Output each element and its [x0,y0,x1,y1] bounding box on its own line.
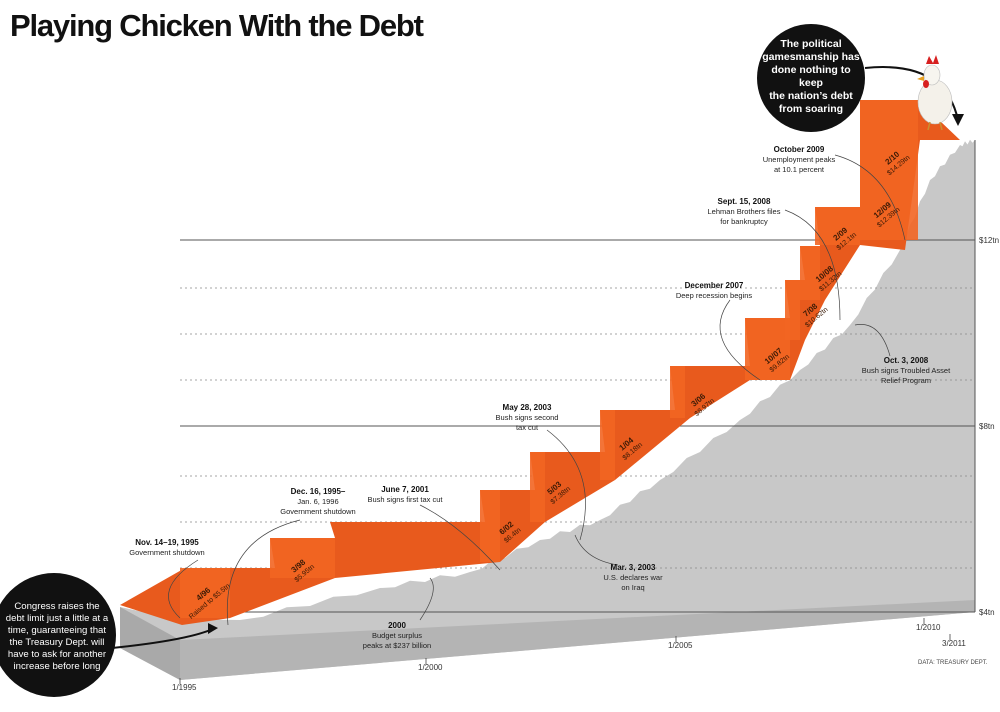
left-callout-line: time, guaranteeing that [7,625,107,636]
top-callout-line: from soaring [778,103,844,115]
annotation-leader [546,429,586,541]
chicken-leg [927,121,931,131]
y-tick-label: $4tn [979,608,995,617]
top-callout-text: The political gamesmanship has done nothin… [759,38,863,116]
step-riser [860,100,918,240]
annotation-line: Government shutdown [129,548,204,557]
top-callout-line: done nothing to keep [771,64,851,89]
step-riser [815,207,860,245]
annotation-head: Sept. 15, 2008 [718,197,771,206]
annotation-line: tax cut [516,423,539,432]
annotation-line: Budget surplus [372,631,422,640]
step-riser [670,366,685,418]
left-callout-line: debt limit just a little at a [5,613,109,624]
annotation-leader [168,559,199,619]
chicken-wattle [923,80,929,88]
annotation-line: Bush signs Troubled Asset [862,366,951,375]
chicken-leg [939,121,943,131]
annotation-head: May 28, 2003 [503,403,552,412]
annotation-line: peaks at $237 billion [363,641,431,650]
arrowhead [952,114,964,126]
annotation-line: Jan. 6, 1996 [297,497,338,506]
left-callout-text: Congress raises the debt limit just a lit… [2,601,112,673]
annotation-head: Oct. 3, 2008 [884,356,929,365]
grid-lines [180,140,976,613]
annotation-head: December 2007 [685,281,744,290]
axis-ticks: $4tn $8tn $12tn 1/1995 1/2000 1/2005 1/20103/2… [172,236,999,692]
left-callout-line: Congress raises the [14,601,100,612]
left-callout-line: have to ask for another [7,649,107,660]
top-callout-line: The political [780,38,842,50]
annotation-line: Unemployment peaks [763,155,836,164]
annotation-line: Government shutdown [280,507,355,516]
annotation-leader [226,519,301,626]
chicken-body [917,79,953,125]
left-callout-bubble: Congress raises the debt limit just a lit… [0,573,116,697]
step-riser [480,490,500,562]
annotation-line: for bankruptcy [720,217,768,226]
arrowhead [208,623,218,634]
annotation-line: on Iraq [621,583,644,592]
annotation-leader [854,324,891,357]
chicken-icon [917,55,953,131]
annotation-head: June 7, 2001 [381,485,429,494]
annotation-line: U.S. declares war [603,573,663,582]
annotation-head: October 2009 [774,145,825,154]
annotation-head: 2000 [388,621,406,630]
annotation-line: at 10.1 percent [774,165,825,174]
annotation-leader [784,209,841,321]
annotation-head: Dec. 16, 1995– [291,487,346,496]
chicken-comb [926,55,939,64]
top-callout-line: gamesmanship has [762,51,860,63]
annotation-line: Bush signs first tax cut [367,495,443,504]
x-tick-label: 1/2000 [418,663,443,672]
annotation-line: Bush signs second [496,413,559,422]
annotation-line: Lehman Brothers files [708,207,781,216]
annotation-head: Mar. 3, 2003 [611,563,656,572]
step-riser [600,410,615,480]
annotation-head: Nov. 14–19, 1995 [135,538,199,547]
annotation-leader [834,154,906,241]
x-tick-label: 1/2010 [916,623,941,632]
step-riser [800,246,820,300]
annotation-line: Relief Program [881,376,931,385]
left-callout-line: increase before long [13,661,101,672]
x-tick-label: 1/2005 [668,641,693,650]
x-tick-label: 1/1995 [172,683,197,692]
y-tick-label: $12tn [979,236,999,245]
annotation-leader [574,534,619,566]
step-riser [745,318,790,380]
annotation-leader [419,577,434,621]
source-note: DATA: TREASURY DEPT. [918,660,988,666]
x-tick-label: 3/2011 [942,639,966,648]
step-riser [270,538,335,578]
chicken-head [923,64,941,86]
y-tick-label: $8tn [979,422,995,431]
step-riser [530,452,545,522]
step-riser [180,568,230,618]
chart-title: Playing Chicken With the Debt [10,8,424,43]
annotation-leader [719,299,761,381]
top-callout-line: the nation’s debt [769,90,853,102]
annotation-leader [419,504,501,571]
top-callout-bubble: The political gamesmanship has done nothin… [757,24,865,132]
left-callout-line: the Treasury Dept. will [9,637,105,648]
chicken-beak [917,76,924,81]
step-riser [785,280,800,340]
wall-front [120,139,975,680]
annotation-line: Deep recession begins [676,291,753,300]
wall-base [180,600,975,680]
